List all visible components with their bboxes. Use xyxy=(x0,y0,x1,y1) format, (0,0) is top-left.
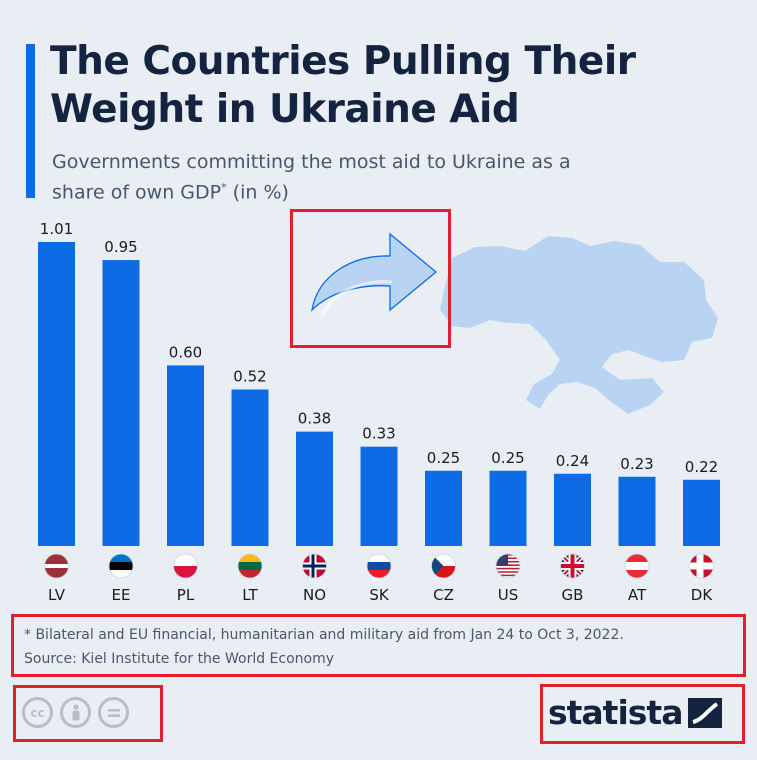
flag-lt-icon xyxy=(237,553,263,579)
statista-logo[interactable]: statista xyxy=(548,693,723,732)
bar-value-label: 0.95 xyxy=(104,238,137,256)
category-label: LT xyxy=(242,586,258,604)
flag-cz-icon xyxy=(431,553,456,579)
statista-mark-icon xyxy=(688,697,723,728)
bar-value-label: 1.01 xyxy=(40,220,73,238)
bars-layer: 1.01 LV 0.95 EE 0.60 PL 0.52 LT 0.38 NO 0.33 SK 0.25… xyxy=(38,220,720,604)
category-label: US xyxy=(498,586,519,604)
bar-dk xyxy=(683,479,720,546)
category-label: SK xyxy=(369,586,390,604)
footnote-definition: * Bilateral and EU financial, humanitari… xyxy=(24,627,624,643)
subtitle-asterisk: * xyxy=(221,181,227,194)
license-icons[interactable]: cc xyxy=(22,697,129,728)
footnote: * Bilateral and EU financial, humanitari… xyxy=(24,623,744,671)
category-label: DK xyxy=(691,586,714,604)
highlight-box-arrow xyxy=(290,209,451,348)
bar-value-label: 0.33 xyxy=(362,425,395,443)
bar-no xyxy=(296,431,333,546)
attribution-icon[interactable] xyxy=(60,697,91,728)
bar-pl xyxy=(167,365,204,546)
bar-value-label: 0.22 xyxy=(685,458,718,476)
highlight-box-license xyxy=(13,685,163,742)
bar-ee xyxy=(102,260,140,546)
cc-icon[interactable]: cc xyxy=(22,697,53,728)
category-label: EE xyxy=(112,586,131,604)
category-label: GB xyxy=(562,586,584,604)
title-accent-bar xyxy=(26,44,35,198)
bar-value-label: 0.52 xyxy=(233,367,266,385)
bar-cz xyxy=(425,470,462,546)
flag-ee-icon xyxy=(108,553,134,579)
bar-gb xyxy=(554,473,591,546)
category-label: CZ xyxy=(433,586,454,604)
bar-value-label: 0.60 xyxy=(169,343,202,361)
bar-us xyxy=(489,470,527,546)
flag-us-icon xyxy=(495,553,521,579)
bar-value-label: 0.23 xyxy=(620,455,653,473)
flag-no-icon xyxy=(302,553,327,579)
bar-value-label: 0.38 xyxy=(298,410,331,428)
bar-lt xyxy=(231,389,269,546)
subtitle-text: Governments committing the most aid to U… xyxy=(52,151,571,204)
flag-at-icon xyxy=(624,553,650,579)
bar-at xyxy=(618,476,656,546)
flag-gb-icon xyxy=(560,553,585,579)
flag-dk-icon xyxy=(689,553,714,579)
highlight-box-footnote xyxy=(11,614,746,677)
chart-subtitle: Governments committing the most aid to U… xyxy=(52,149,572,205)
chart-title: The Countries Pulling Their Weight in Uk… xyxy=(50,39,636,132)
brand-name: statista xyxy=(548,693,683,732)
no-derivatives-icon[interactable] xyxy=(98,697,129,728)
bar-sk xyxy=(360,446,398,546)
bar-value-label: 0.25 xyxy=(491,449,524,467)
curved-arrow-icon xyxy=(311,232,438,317)
flag-lv-icon xyxy=(44,553,69,579)
category-label: LV xyxy=(48,586,66,604)
flag-sk-icon xyxy=(366,553,392,579)
bar-lv xyxy=(38,242,75,546)
ukraine-map xyxy=(440,236,718,414)
flag-pl-icon xyxy=(173,553,198,579)
subtitle-unit: (in %) xyxy=(232,181,289,204)
highlight-box-brand xyxy=(540,684,745,744)
bar-value-label: 0.24 xyxy=(556,452,589,470)
category-label: AT xyxy=(628,586,647,604)
category-label: NO xyxy=(303,586,326,604)
bar-value-label: 0.25 xyxy=(427,449,460,467)
footnote-source: Source: Kiel Institute for the World Eco… xyxy=(24,651,335,667)
category-label: PL xyxy=(177,586,195,604)
